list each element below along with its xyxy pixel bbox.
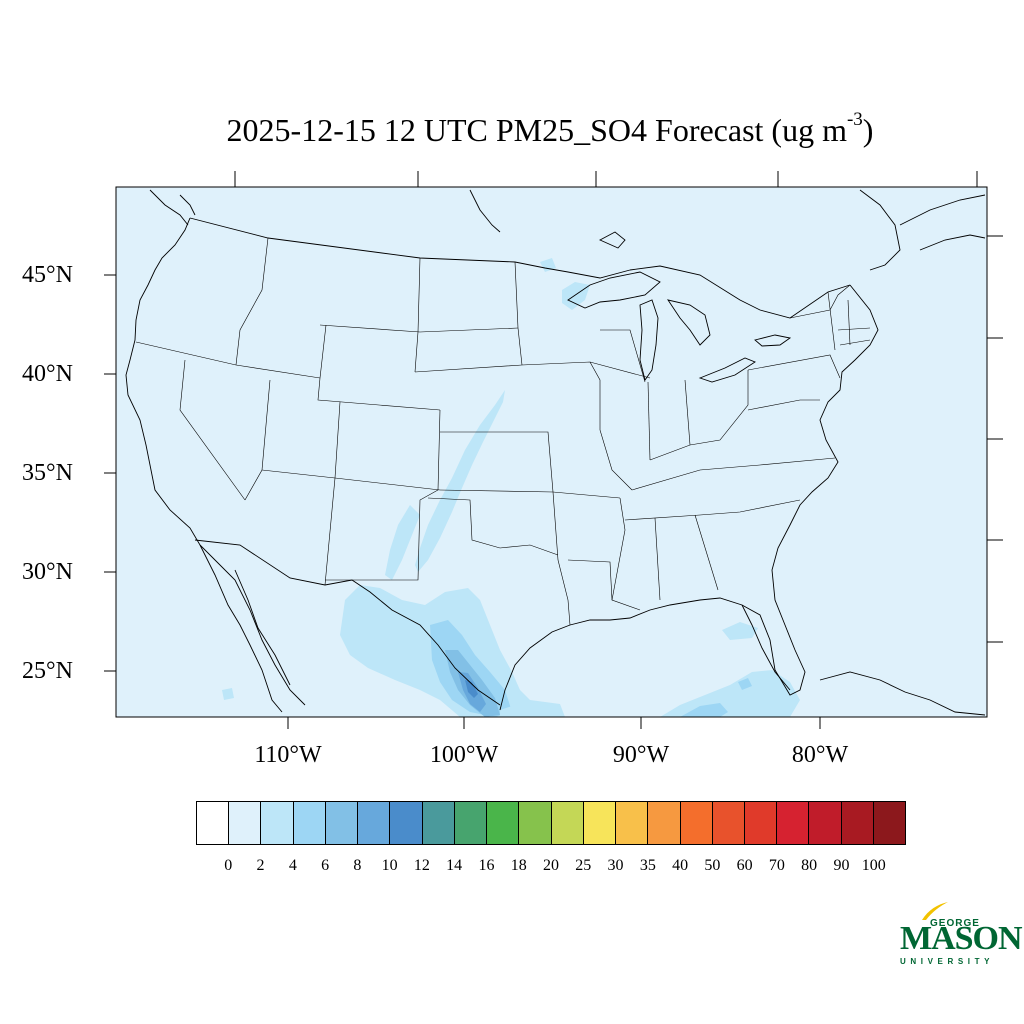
colorbar-label: 20 (543, 857, 559, 874)
colorbar-cell (712, 802, 745, 844)
colorbar-cell (229, 802, 262, 844)
colorbar-cell (390, 802, 423, 844)
logo-university: UNIVERSITY (900, 957, 995, 966)
colorbar-cell (454, 802, 488, 844)
colorbar-label: 2 (256, 857, 265, 874)
colorbar-cell (325, 802, 359, 844)
plume-dot-baja (222, 688, 234, 700)
colorbar-label: 18 (510, 857, 527, 874)
plume-superior-small (540, 258, 556, 272)
lon-label-100: 100°W (429, 742, 499, 768)
lon-label-80: 80°W (791, 742, 849, 768)
lat-label-30: 30°N (22, 559, 73, 585)
map-background (116, 187, 987, 717)
lake-ontario (754, 334, 792, 347)
plume-newmexico (385, 505, 420, 580)
colorbar-cell (358, 802, 391, 844)
colorbar-label: 25 (575, 857, 592, 874)
lake-superior (567, 271, 661, 309)
plume-gulf (500, 700, 565, 717)
concentration-fields (222, 258, 800, 717)
colorbar-label: 14 (446, 857, 463, 874)
border-canada (189, 217, 631, 279)
map-title: 2025-12-15 12 UTC PM25_SO4 Forecast (ug … (226, 109, 874, 148)
map-frame (115, 186, 988, 718)
colorbar-cell (487, 802, 520, 844)
lon-label-90: 90°W (612, 742, 670, 768)
axis-ticks (104, 171, 1003, 729)
colorbar-cell (841, 802, 874, 844)
colorbar-cell (293, 802, 326, 844)
lon-label-110: 110°W (254, 742, 322, 768)
plume-mexico-max (465, 680, 478, 698)
gmu-logo: GEORGE MASON UNIVERSITY (898, 900, 1023, 970)
colorbar-cell (197, 802, 230, 844)
colorbar-label: 4 (288, 857, 297, 874)
colorbar-cell (583, 802, 617, 844)
colorbar-cell (519, 802, 552, 844)
cuba (819, 671, 986, 716)
logo-mason: MASON (900, 920, 1023, 957)
border-mexico (194, 539, 501, 706)
lat-label-25: 25°N (22, 658, 73, 684)
colorbar-label: 40 (672, 857, 689, 874)
lake-erie (698, 357, 756, 383)
lake-huron (667, 299, 711, 346)
florida (741, 604, 791, 691)
logo-swoosh-icon (922, 902, 948, 920)
colorbar-label: 35 (639, 857, 656, 874)
colorbar-cell (680, 802, 713, 844)
colorbar-labels: 0 2 4 6 8 10 12 14 16 18 20 25 30 35 40 50 60 70 80 90 100 (196, 857, 906, 877)
lat-label-35: 35°N (22, 460, 73, 486)
coastlines-and-borders (125, 189, 986, 716)
plume-gulf-east (722, 622, 758, 640)
colorbar-cell (422, 802, 455, 844)
colorbar-cell (809, 802, 842, 844)
state-borders (135, 237, 871, 626)
colorbar-cell (551, 802, 584, 844)
colorbar-label: 60 (736, 857, 753, 874)
colorbar-label: 70 (768, 857, 785, 874)
logo-george: GEORGE (930, 918, 980, 929)
colorbar-label: 8 (353, 857, 362, 874)
colorbar-cell (873, 802, 906, 844)
plume-superior (562, 282, 590, 310)
colorbar-cell (648, 802, 681, 844)
colorbar-label: 90 (833, 857, 850, 874)
colorbar (196, 801, 906, 845)
colorbar-label: 10 (381, 857, 398, 874)
lat-label-45: 45°N (22, 262, 73, 288)
baja (199, 544, 283, 713)
colorbar-label: 6 (321, 857, 330, 874)
colorbar-label: 16 (478, 857, 495, 874)
plume-plains (415, 390, 505, 572)
colorbar-label: 100 (861, 857, 886, 874)
colorbar-label: 30 (607, 857, 624, 874)
lake-michigan (639, 299, 659, 382)
colorbar-cell (744, 802, 778, 844)
colorbar-cell (261, 802, 294, 844)
plume-yucatan (660, 670, 800, 717)
colorbar-cell (616, 802, 649, 844)
colorbar-label: 0 (224, 857, 233, 874)
colorbar-label: 12 (413, 857, 430, 874)
lat-label-40: 40°N (22, 361, 73, 387)
colorbar-label: 80 (801, 857, 818, 874)
plume-caribbean-dot (738, 678, 752, 690)
colorbar-cell (777, 802, 810, 844)
plume-yucatan-core (680, 703, 728, 717)
coast-atlantic (499, 284, 879, 711)
coast-pacific (125, 217, 306, 706)
colorbar-label: 50 (704, 857, 721, 874)
